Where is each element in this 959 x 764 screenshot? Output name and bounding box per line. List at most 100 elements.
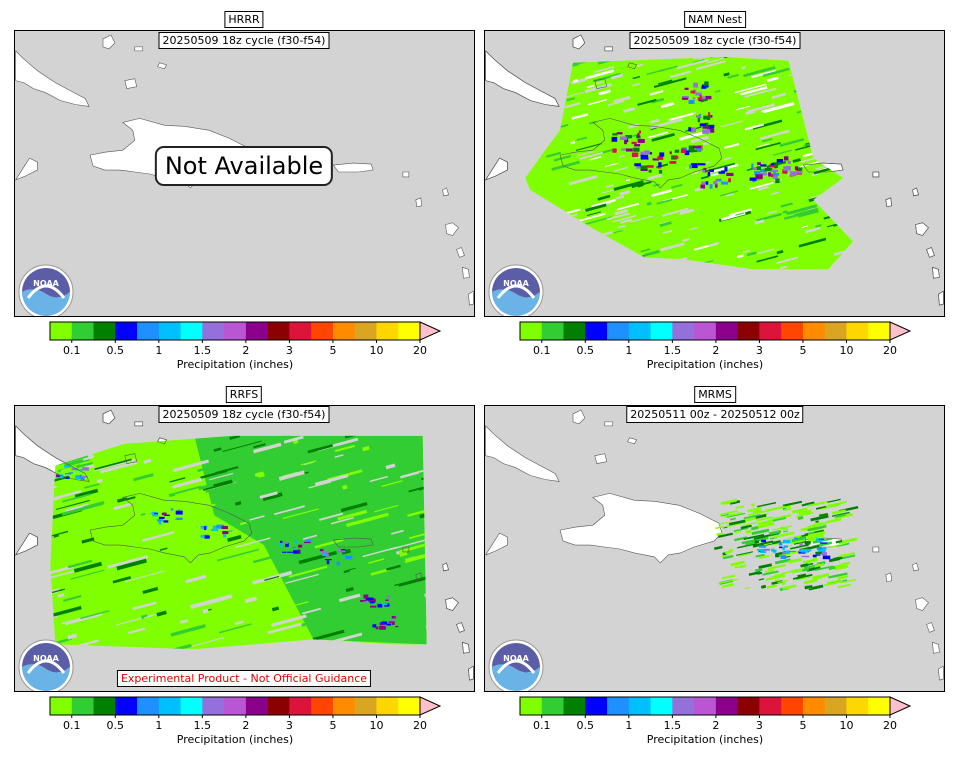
map-mrms	[485, 409, 944, 681]
colorbar-swatch	[781, 322, 804, 340]
colorbar-tick-label: 0.5	[576, 719, 595, 732]
colorbar-tick-label: 10	[839, 344, 854, 357]
colorbar-swatch	[563, 322, 586, 340]
colorbar-swatch	[650, 322, 673, 340]
colorbar-swatch	[93, 322, 116, 340]
colorbar-swatch	[672, 322, 695, 340]
panel-subtitle-hrrr: 20250509 18z cycle (f30-f54)	[158, 32, 330, 49]
colorbar-swatch	[868, 322, 891, 340]
colorbar-swatch	[115, 322, 138, 340]
colorbar-swatch	[628, 322, 652, 340]
panel-title-rrfs: RRFS	[225, 386, 263, 403]
colorbar-tick-label: 20	[413, 719, 427, 732]
colorbar-swatch	[650, 697, 673, 715]
colorbar-swatch	[180, 697, 203, 715]
colorbar-tick-label: 1	[155, 344, 163, 357]
colorbar-tick-label: 5	[799, 719, 807, 732]
colorbar-tick-label: 20	[413, 344, 427, 357]
colorbar-extend	[889, 696, 912, 716]
colorbar-swatch	[376, 322, 399, 340]
colorbar-tick-label: 0.1	[63, 719, 81, 732]
colorbar-swatch	[224, 322, 247, 340]
colorbar-tick-label: 1.5	[193, 344, 212, 357]
colorbar-swatch	[71, 322, 95, 340]
colorbar-tick-label: 1.5	[193, 719, 212, 732]
colorbar-swatch	[311, 697, 334, 715]
colorbar-swatch	[802, 322, 826, 340]
colorbar-swatch	[715, 322, 739, 340]
colorbar-swatch	[224, 697, 247, 715]
colorbar-swatch	[398, 697, 421, 715]
colorbar-swatch	[672, 697, 695, 715]
colorbar-tick-label: 3	[755, 344, 763, 357]
noaa-logo-text: NOAA	[503, 279, 529, 288]
colorbar-swatch	[354, 322, 377, 340]
colorbar-tick-label: 0.1	[533, 719, 551, 732]
colorbar-tick-label: 20	[883, 344, 897, 357]
colorbar-tick-label: 2	[242, 719, 250, 732]
colorbar-swatch	[267, 697, 290, 715]
noaa-logo: NOAA	[488, 264, 544, 316]
colorbar-swatch	[376, 697, 399, 715]
colorbar-label: Precipitation (inches)	[646, 358, 764, 371]
colorbar-swatch	[332, 322, 356, 340]
colorbar-tick-label: 10	[369, 344, 384, 357]
experimental-disclaimer: Experimental Product - Not Official Guid…	[116, 670, 372, 687]
colorbar-tick-label: 1.5	[663, 719, 682, 732]
colorbar: 0.1 0.5 1 1.5 2 3 5 10 20 Precipitation (inches)	[518, 695, 948, 755]
colorbar-swatch	[737, 322, 760, 340]
panel-subtitle-namnest: 20250509 18z cycle (f30-f54)	[629, 32, 801, 49]
colorbar-swatch	[868, 697, 891, 715]
colorbar-swatch	[202, 697, 225, 715]
colorbar-swatch	[137, 697, 160, 715]
colorbar-swatch	[585, 697, 608, 715]
colorbar-swatch	[267, 322, 290, 340]
colorbar-tick-label: 0.5	[106, 344, 125, 357]
colorbar-tick-label: 1	[625, 344, 633, 357]
colorbar-label: Precipitation (inches)	[176, 733, 294, 746]
colorbar-swatch	[520, 322, 543, 340]
colorbar-swatch	[759, 322, 782, 340]
colorbar-swatch	[715, 697, 739, 715]
colorbar-tick-label: 20	[883, 719, 897, 732]
colorbar-swatch	[137, 322, 160, 340]
colorbar-swatch	[781, 697, 804, 715]
colorbar-label: Precipitation (inches)	[176, 358, 294, 371]
noaa-logo: NOAA	[488, 639, 544, 691]
colorbar-swatch	[71, 697, 95, 715]
colorbar-swatch	[115, 697, 138, 715]
colorbar-swatch	[158, 697, 182, 715]
colorbar-swatch	[846, 697, 869, 715]
colorbar: 0.1 0.5 1 1.5 2 3 5 10 20 Precipitation (inches)	[48, 320, 478, 380]
colorbar-tick-label: 5	[329, 719, 337, 732]
map-panel-hrrr: Not Available NOAA	[14, 30, 475, 317]
colorbar-tick-label: 2	[712, 719, 720, 732]
colorbar-label: Precipitation (inches)	[646, 733, 764, 746]
colorbar-tick-label: 0.1	[63, 344, 81, 357]
colorbar-swatch	[824, 697, 847, 715]
colorbar: 0.1 0.5 1 1.5 2 3 5 10 20 Precipitation (inches)	[518, 320, 948, 380]
colorbar-tick-label: 10	[369, 719, 384, 732]
colorbar-swatch	[332, 697, 356, 715]
colorbar-tick-label: 3	[285, 719, 293, 732]
colorbar-swatch	[846, 322, 869, 340]
colorbar-swatch	[245, 697, 269, 715]
colorbar-swatch	[628, 697, 652, 715]
colorbar-swatch	[158, 322, 182, 340]
colorbar-swatch	[520, 697, 543, 715]
noaa-logo-text: NOAA	[503, 654, 529, 663]
map-panel-namnest: NOAA	[484, 30, 945, 317]
colorbar-extend	[419, 696, 442, 716]
colorbar-tick-label: 3	[755, 719, 763, 732]
colorbar-tick-label: 10	[839, 719, 854, 732]
panel-title-hrrr: HRRR	[224, 11, 264, 28]
map-rrfs	[15, 409, 474, 681]
colorbar-swatch	[354, 697, 377, 715]
colorbar-swatch	[289, 322, 312, 340]
colorbar-swatch	[541, 322, 565, 340]
colorbar-extend	[889, 321, 912, 341]
map-panel-mrms: NOAA	[484, 405, 945, 692]
colorbar-swatch	[585, 322, 608, 340]
not-available-label: Not Available	[154, 146, 334, 186]
colorbar-swatch	[180, 322, 203, 340]
